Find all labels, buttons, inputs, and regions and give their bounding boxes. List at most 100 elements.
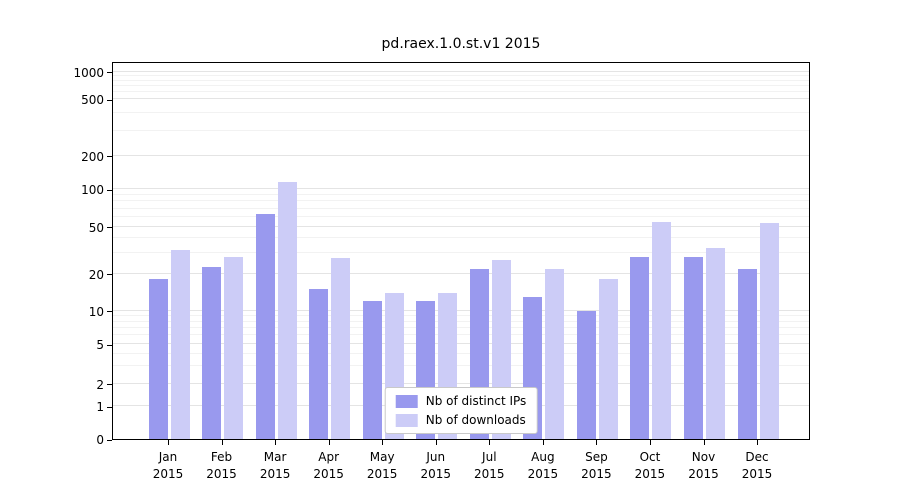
gridline-minor bbox=[113, 79, 809, 81]
y-tick-mark bbox=[107, 406, 112, 408]
x-tick-mark bbox=[275, 440, 277, 445]
legend-label: Nb of downloads bbox=[425, 413, 526, 427]
y-tick-mark bbox=[107, 274, 112, 276]
gridline-minor bbox=[113, 84, 809, 86]
y-tick-mark bbox=[107, 156, 112, 158]
y-tick-label: 0 bbox=[96, 433, 104, 447]
bar-downloads bbox=[224, 256, 244, 439]
x-tick-label: Dec 2015 bbox=[741, 450, 773, 481]
gridline-minor bbox=[113, 207, 809, 209]
gridline-minor bbox=[113, 237, 809, 239]
y-tick-mark bbox=[107, 439, 112, 441]
x-tick-mark bbox=[649, 440, 651, 445]
bar-distinct-ips bbox=[737, 268, 757, 439]
y-tick-label: 10 bbox=[88, 304, 104, 319]
x-tick-label: May 2015 bbox=[366, 450, 398, 481]
y-tick-mark bbox=[107, 99, 112, 101]
y-tick-mark bbox=[107, 227, 112, 229]
x-tick-label: Jan 2015 bbox=[152, 450, 184, 481]
bar-distinct-ips bbox=[630, 256, 650, 439]
gridline-major bbox=[113, 154, 809, 156]
gridline-minor bbox=[113, 334, 809, 336]
gridline-minor bbox=[113, 352, 809, 354]
y-tick-mark bbox=[107, 72, 112, 74]
x-tick-mark bbox=[168, 440, 169, 445]
bar-downloads bbox=[706, 248, 725, 439]
bar-downloads bbox=[545, 268, 565, 439]
gridline-minor bbox=[113, 112, 809, 113]
gridline-minor bbox=[113, 320, 809, 322]
bar-distinct-ips bbox=[202, 266, 222, 439]
legend-item: Nb of downloads bbox=[395, 413, 527, 427]
y-tick-mark bbox=[107, 311, 112, 313]
bar-distinct-ips bbox=[362, 301, 382, 439]
x-tick-label: Feb 2015 bbox=[206, 450, 237, 481]
x-tick-label: Jun 2015 bbox=[420, 450, 452, 481]
gridline-major bbox=[113, 225, 809, 227]
legend-label: Nb of distinct IPs bbox=[425, 394, 527, 408]
x-tick-label: Sep 2015 bbox=[581, 450, 612, 481]
gridline-minor bbox=[113, 365, 809, 367]
x-tick-mark bbox=[328, 440, 330, 445]
legend-swatch bbox=[395, 413, 418, 427]
gridline-major bbox=[113, 382, 809, 384]
bar-downloads bbox=[598, 279, 618, 439]
y-tick-mark bbox=[107, 344, 112, 346]
gridline-minor bbox=[113, 200, 809, 202]
gridline-minor bbox=[113, 75, 809, 77]
gridline-major bbox=[113, 343, 809, 345]
y-tick-label: 50 bbox=[88, 220, 104, 235]
x-tick-label: Oct 2015 bbox=[634, 450, 666, 481]
gridline-major bbox=[113, 70, 809, 72]
gridline-minor bbox=[113, 314, 809, 316]
gridline-minor bbox=[113, 193, 809, 195]
x-tick-mark bbox=[221, 440, 223, 445]
gridline-minor bbox=[113, 91, 809, 93]
y-tick-label: 500 bbox=[81, 93, 104, 108]
y-tick-label: 1000 bbox=[73, 65, 104, 80]
bar-distinct-ips bbox=[576, 310, 596, 439]
gridline-major bbox=[113, 98, 809, 100]
plot-area: Nb of distinct IPs Nb of downloads bbox=[112, 62, 810, 440]
x-tick-mark bbox=[489, 440, 491, 445]
bar-distinct-ips bbox=[255, 214, 275, 439]
gridline-minor bbox=[113, 252, 809, 254]
gridline-major bbox=[113, 309, 809, 311]
x-tick-mark bbox=[703, 440, 705, 445]
y-tick-label: 20 bbox=[88, 267, 104, 282]
x-tick-label: Nov 2015 bbox=[688, 450, 719, 481]
bar-downloads bbox=[652, 221, 672, 439]
legend: Nb of distinct IPs Nb of downloads bbox=[384, 387, 538, 434]
gridline-minor bbox=[113, 216, 809, 217]
y-tick-mark bbox=[107, 384, 112, 386]
bar-downloads bbox=[170, 249, 190, 439]
x-tick-label: Apr 2015 bbox=[313, 450, 344, 481]
bar-downloads bbox=[759, 222, 779, 439]
y-tick-label: 2 bbox=[96, 377, 104, 392]
x-tick-mark bbox=[596, 440, 598, 445]
x-tick-mark bbox=[757, 440, 759, 445]
legend-item: Nb of distinct IPs bbox=[395, 394, 527, 408]
y-tick-mark bbox=[107, 189, 112, 191]
gridline-minor bbox=[113, 129, 809, 131]
bar-distinct-ips bbox=[684, 256, 703, 439]
gridline-major bbox=[113, 188, 809, 190]
x-tick-mark bbox=[542, 440, 544, 445]
y-tick-label: 200 bbox=[81, 149, 104, 164]
bar-distinct-ips bbox=[309, 289, 329, 439]
x-tick-label: Mar 2015 bbox=[259, 450, 291, 481]
bar-downloads bbox=[331, 258, 351, 439]
y-tick-label: 5 bbox=[96, 338, 104, 353]
y-tick-label: 100 bbox=[81, 183, 104, 198]
x-tick-mark bbox=[382, 440, 384, 445]
bar-downloads bbox=[277, 182, 297, 439]
gridline-minor bbox=[113, 326, 809, 328]
x-tick-label: Aug 2015 bbox=[527, 450, 559, 481]
x-tick-mark bbox=[435, 440, 437, 445]
chart-title: pd.raex.1.0.st.v1 2015 bbox=[381, 36, 541, 52]
gridline-major bbox=[113, 272, 809, 274]
legend-swatch bbox=[395, 394, 418, 408]
x-tick-label: Jul 2015 bbox=[474, 450, 505, 481]
bar-distinct-ips bbox=[148, 279, 168, 439]
